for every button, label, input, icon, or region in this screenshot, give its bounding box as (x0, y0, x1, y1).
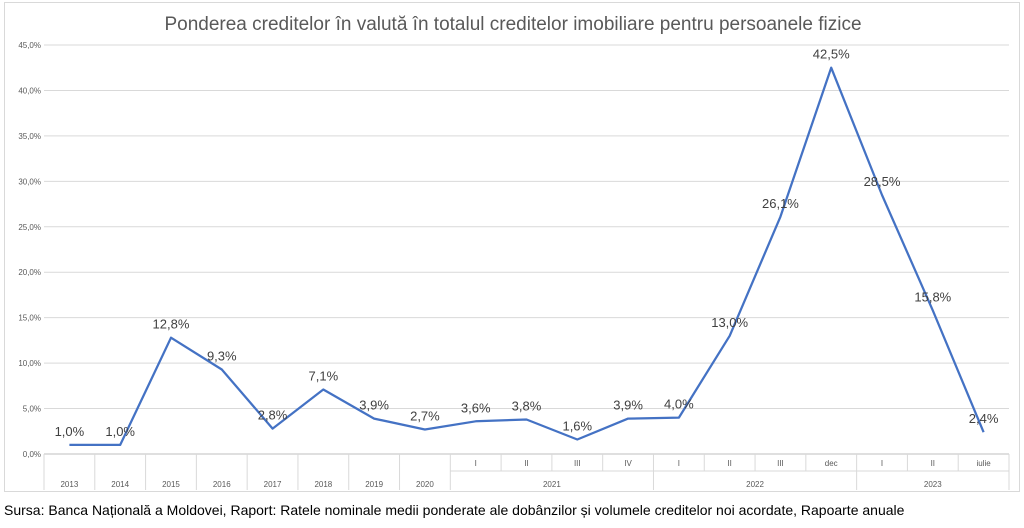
x-tick-label: I (881, 459, 883, 468)
series-line (69, 66, 985, 447)
y-tick-label: 35,0% (18, 132, 41, 141)
gridlines (44, 44, 1009, 455)
y-axis-tick-labels: 0,0% 5,0% 10,0% 15,0% 20,0% 25,0% 30,0% 35,0% 40… (18, 41, 41, 459)
x-tick-label: 2015 (162, 480, 180, 489)
x-tick-label: III (574, 459, 581, 468)
series-line-path (69, 66, 985, 447)
y-tick-label: 20,0% (18, 268, 41, 277)
data-label: 13,0% (711, 315, 748, 330)
data-label: 2,4% (969, 411, 999, 426)
y-tick-label: 30,0% (18, 177, 41, 186)
data-label: 4,0% (664, 397, 694, 412)
x-tick-label: II (524, 459, 528, 468)
data-label: 15,8% (914, 289, 951, 304)
x-tick-label: III (777, 459, 784, 468)
source-note: Sursa: Banca Națională a Moldovei, Rapor… (4, 502, 905, 518)
chart-title: Ponderea creditelor în valută în totalul… (164, 14, 861, 35)
y-tick-label: 5,0% (23, 405, 41, 414)
y-tick-label: 45,0% (18, 41, 41, 50)
chart-frame: Ponderea creditelor în valută în totalul… (4, 2, 1020, 492)
data-label: 26,1% (762, 196, 799, 211)
y-tick-label: 25,0% (18, 223, 41, 232)
x-tick-label: I (678, 459, 680, 468)
x-tick-label: I (475, 459, 477, 468)
data-label: 1,0% (55, 424, 85, 439)
x-tick-label: iulie (976, 459, 991, 468)
x-tick-label: dec (825, 459, 838, 468)
x-tick-label: 2014 (111, 480, 129, 489)
data-label: 3,8% (512, 398, 542, 413)
x-tick-label: II (931, 459, 935, 468)
data-label: 7,1% (309, 368, 339, 383)
data-label: 42,5% (813, 47, 850, 62)
data-label: 3,6% (461, 400, 491, 415)
x-tick-label: 2018 (314, 480, 332, 489)
data-label: 2,8% (258, 408, 288, 423)
x-group-label: 2023 (924, 480, 942, 489)
x-tick-label: II (727, 459, 731, 468)
data-label: 3,9% (613, 398, 643, 413)
y-tick-label: 10,0% (18, 359, 41, 368)
line-chart: Ponderea creditelor în valută în totalul… (18, 14, 1010, 490)
x-group-label: 2022 (746, 480, 764, 489)
data-label: 28,5% (864, 174, 901, 189)
x-tick-label: 2020 (416, 480, 434, 489)
data-label: 3,9% (359, 398, 389, 413)
y-tick-label: 15,0% (18, 314, 41, 323)
x-tick-label: IV (624, 459, 632, 468)
data-label: 2,7% (410, 408, 440, 423)
data-label: 12,8% (153, 317, 190, 332)
x-tick-label: 2013 (60, 480, 78, 489)
x-group-label: 2021 (543, 480, 561, 489)
y-tick-label: 40,0% (18, 86, 41, 95)
data-label: 1,0% (105, 424, 135, 439)
data-label: 9,3% (207, 348, 237, 363)
x-tick-label: 2017 (264, 480, 282, 489)
x-tick-label: 2019 (365, 480, 383, 489)
y-tick-label: 0,0% (23, 450, 41, 459)
x-tick-label: 2016 (213, 480, 231, 489)
data-labels: 1,0% 1,0% 12,8% 9,3% 2,8% 7,1% 3,9% 2,7% 3,6% 3,8… (55, 47, 999, 439)
data-label: 1,6% (562, 418, 592, 433)
